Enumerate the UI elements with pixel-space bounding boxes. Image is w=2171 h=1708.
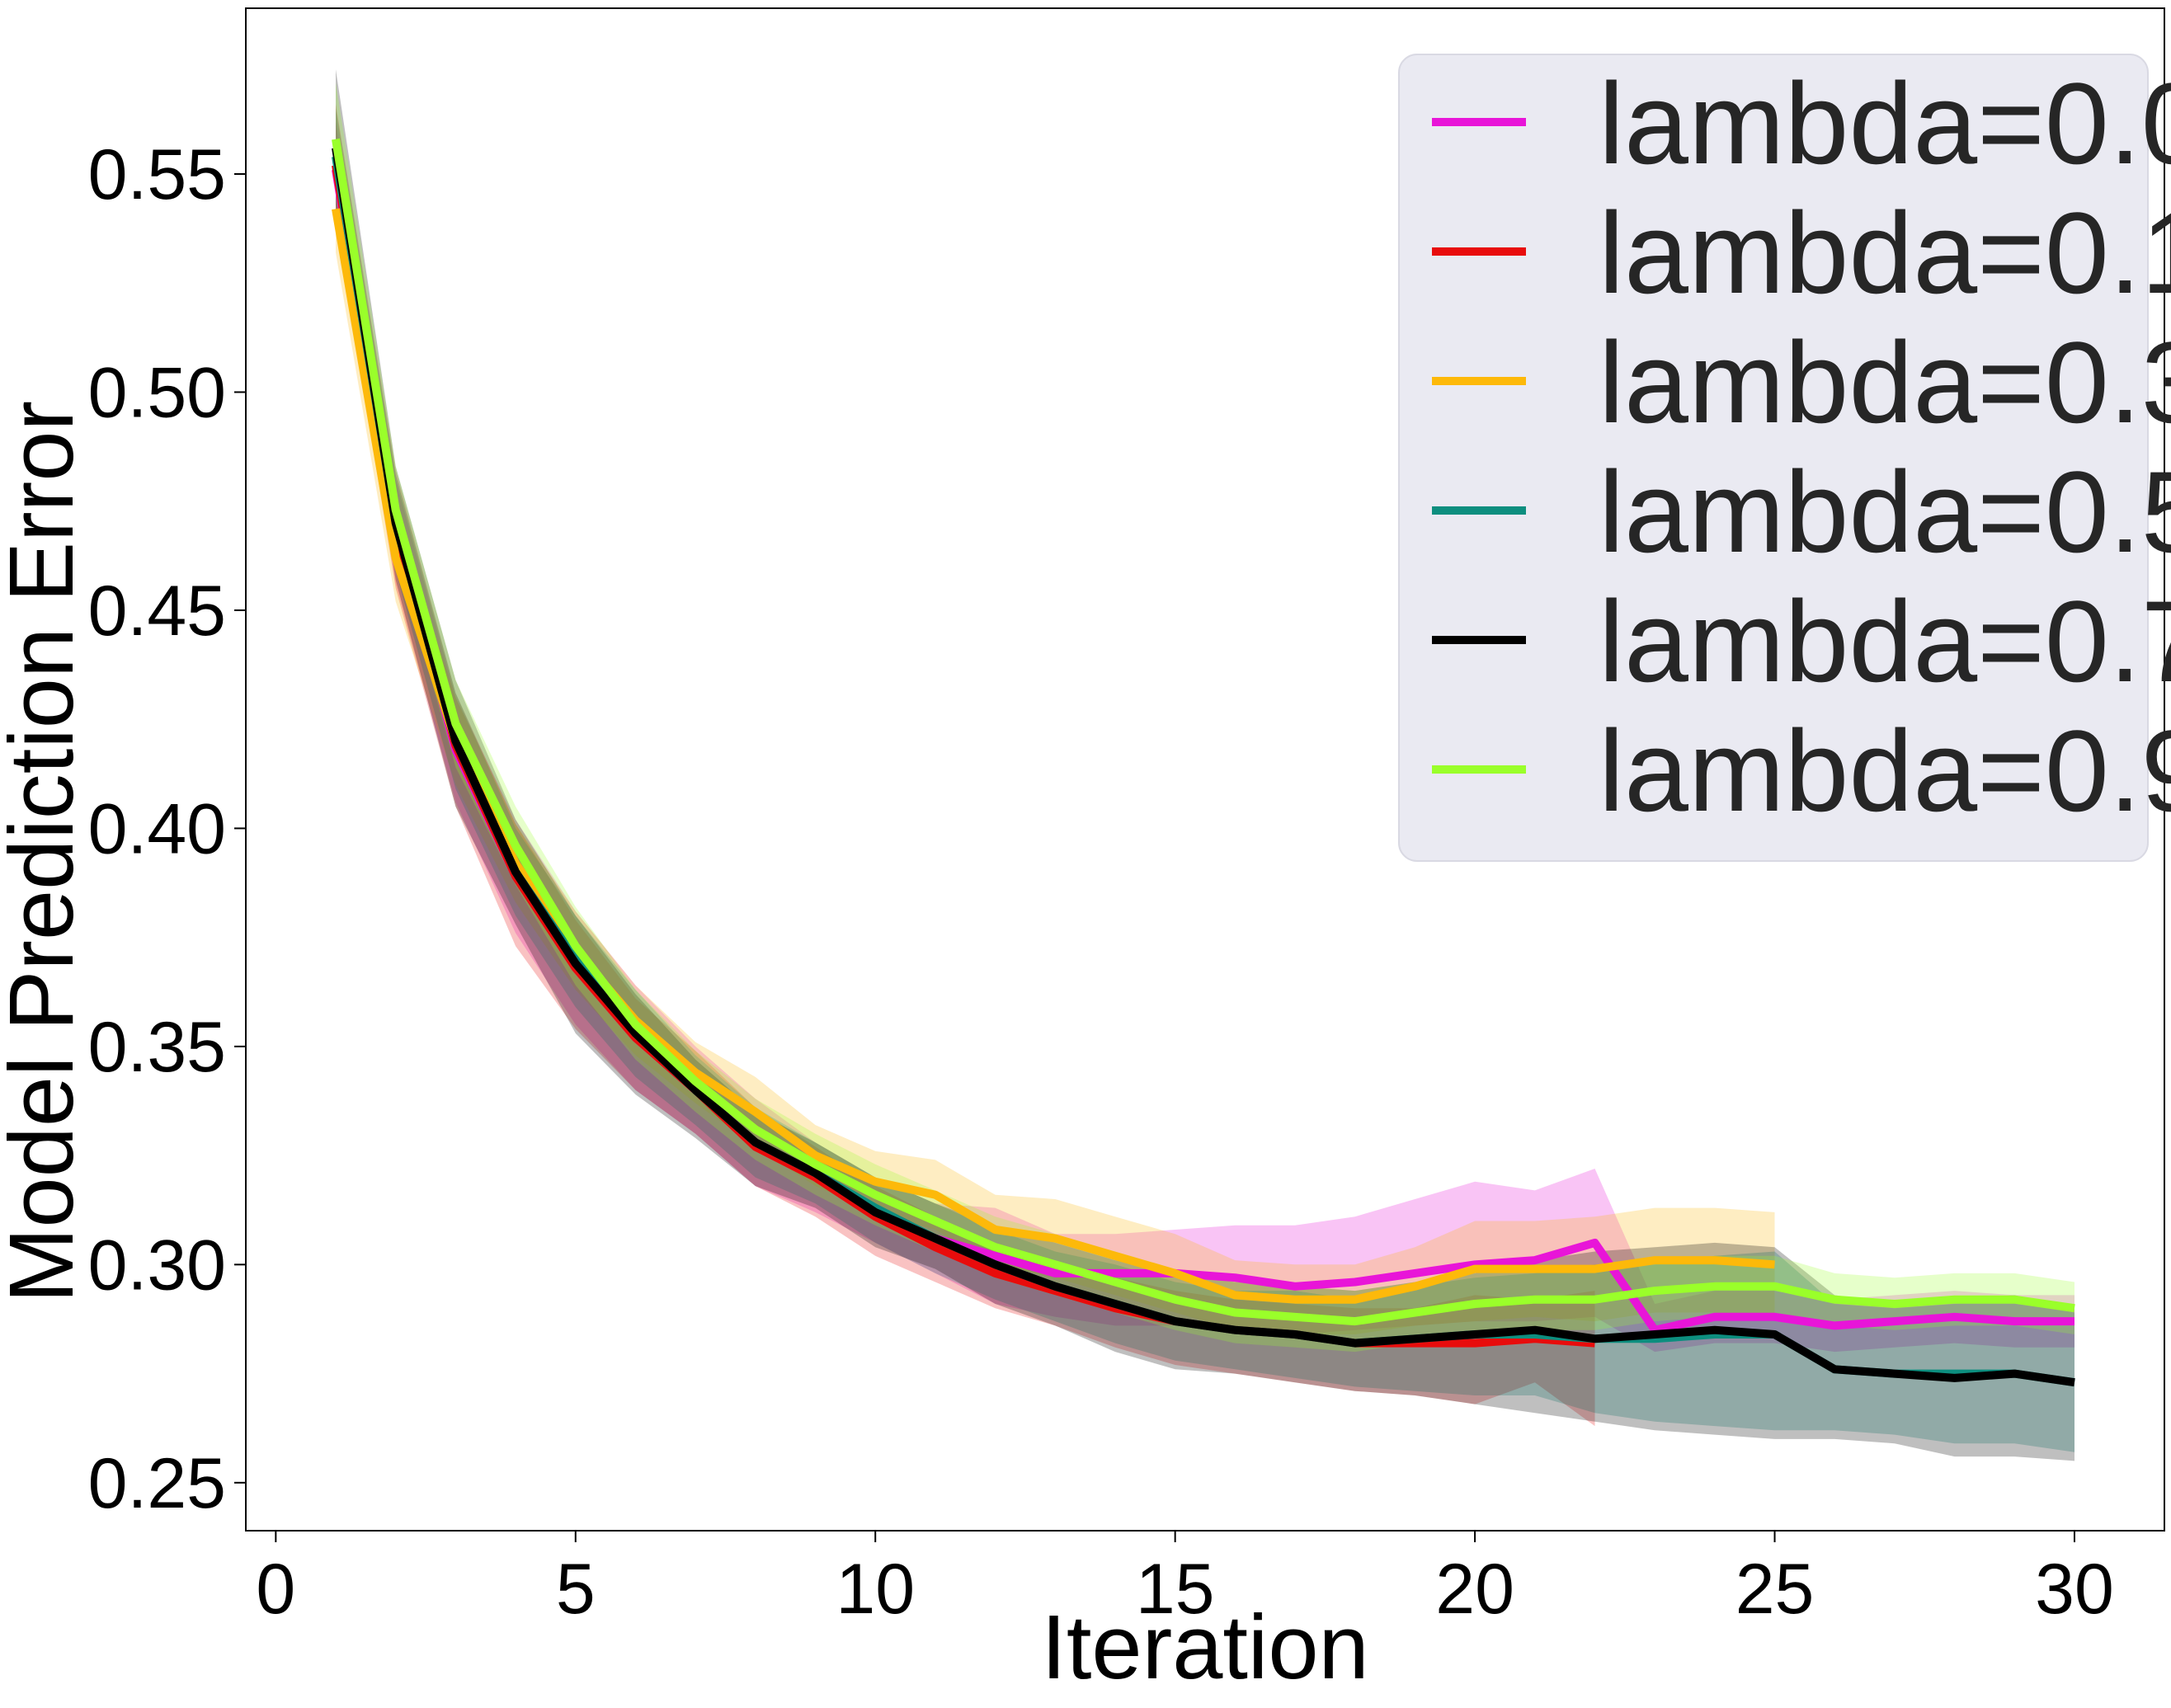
x-axis-ticks: 0 5 10 15 20 25 30 <box>256 1531 2114 1629</box>
x-tick-label: 10 <box>836 1550 915 1629</box>
y-tick-label: 0.50 <box>88 353 226 432</box>
band-lambda-0-1 <box>336 104 1595 1427</box>
legend-label-lambda-0-9: lambda=0.9 <box>1599 706 2171 835</box>
x-tick-label: 25 <box>1735 1550 1815 1629</box>
legend-box <box>1398 54 2149 862</box>
y-tick-label: 0.30 <box>88 1226 226 1305</box>
x-tick-label: 0 <box>256 1550 295 1629</box>
x-tick-label: 20 <box>1435 1550 1514 1629</box>
legend-label-lambda-0-1: lambda=0.1 <box>1599 188 2171 318</box>
x-tick-label: 30 <box>2035 1550 2114 1629</box>
legend: lambda=0.0lambda=0.1lambda=0.3lambda=0.5… <box>1398 54 2171 862</box>
x-axis-label: Iteration <box>1041 1597 1368 1698</box>
y-tick-label: 0.55 <box>88 135 226 214</box>
series-line-lambda-0-9 <box>332 138 2075 1326</box>
band-lambda-0-3 <box>336 165 1775 1334</box>
y-axis-label: Model Prediction Error <box>0 401 92 1303</box>
y-tick-label: 0.25 <box>88 1444 226 1523</box>
y-tick-label: 0.45 <box>88 572 226 651</box>
y-tick-label: 0.35 <box>88 1008 226 1087</box>
plot-frame <box>245 7 2165 1532</box>
y-axis-ticks: 0.25 0.30 0.35 0.40 0.45 0.50 0.55 <box>88 135 246 1523</box>
x-tick-label: 5 <box>556 1550 596 1629</box>
y-tick-label: 0.40 <box>88 789 226 868</box>
legend-label-lambda-0-0: lambda=0.0 <box>1599 59 2171 188</box>
series-line-lambda-0-7 <box>332 147 2075 1387</box>
x-tick-label: 15 <box>1136 1550 1215 1629</box>
legend-label-lambda-0-5: lambda=0.5 <box>1599 447 2171 576</box>
series-lines <box>332 138 2075 1387</box>
legend-label-lambda-0-3: lambda=0.3 <box>1599 318 2171 447</box>
band-lambda-0-5 <box>336 108 2074 1452</box>
legend-label-lambda-0-7: lambda=0.7 <box>1599 576 2171 706</box>
